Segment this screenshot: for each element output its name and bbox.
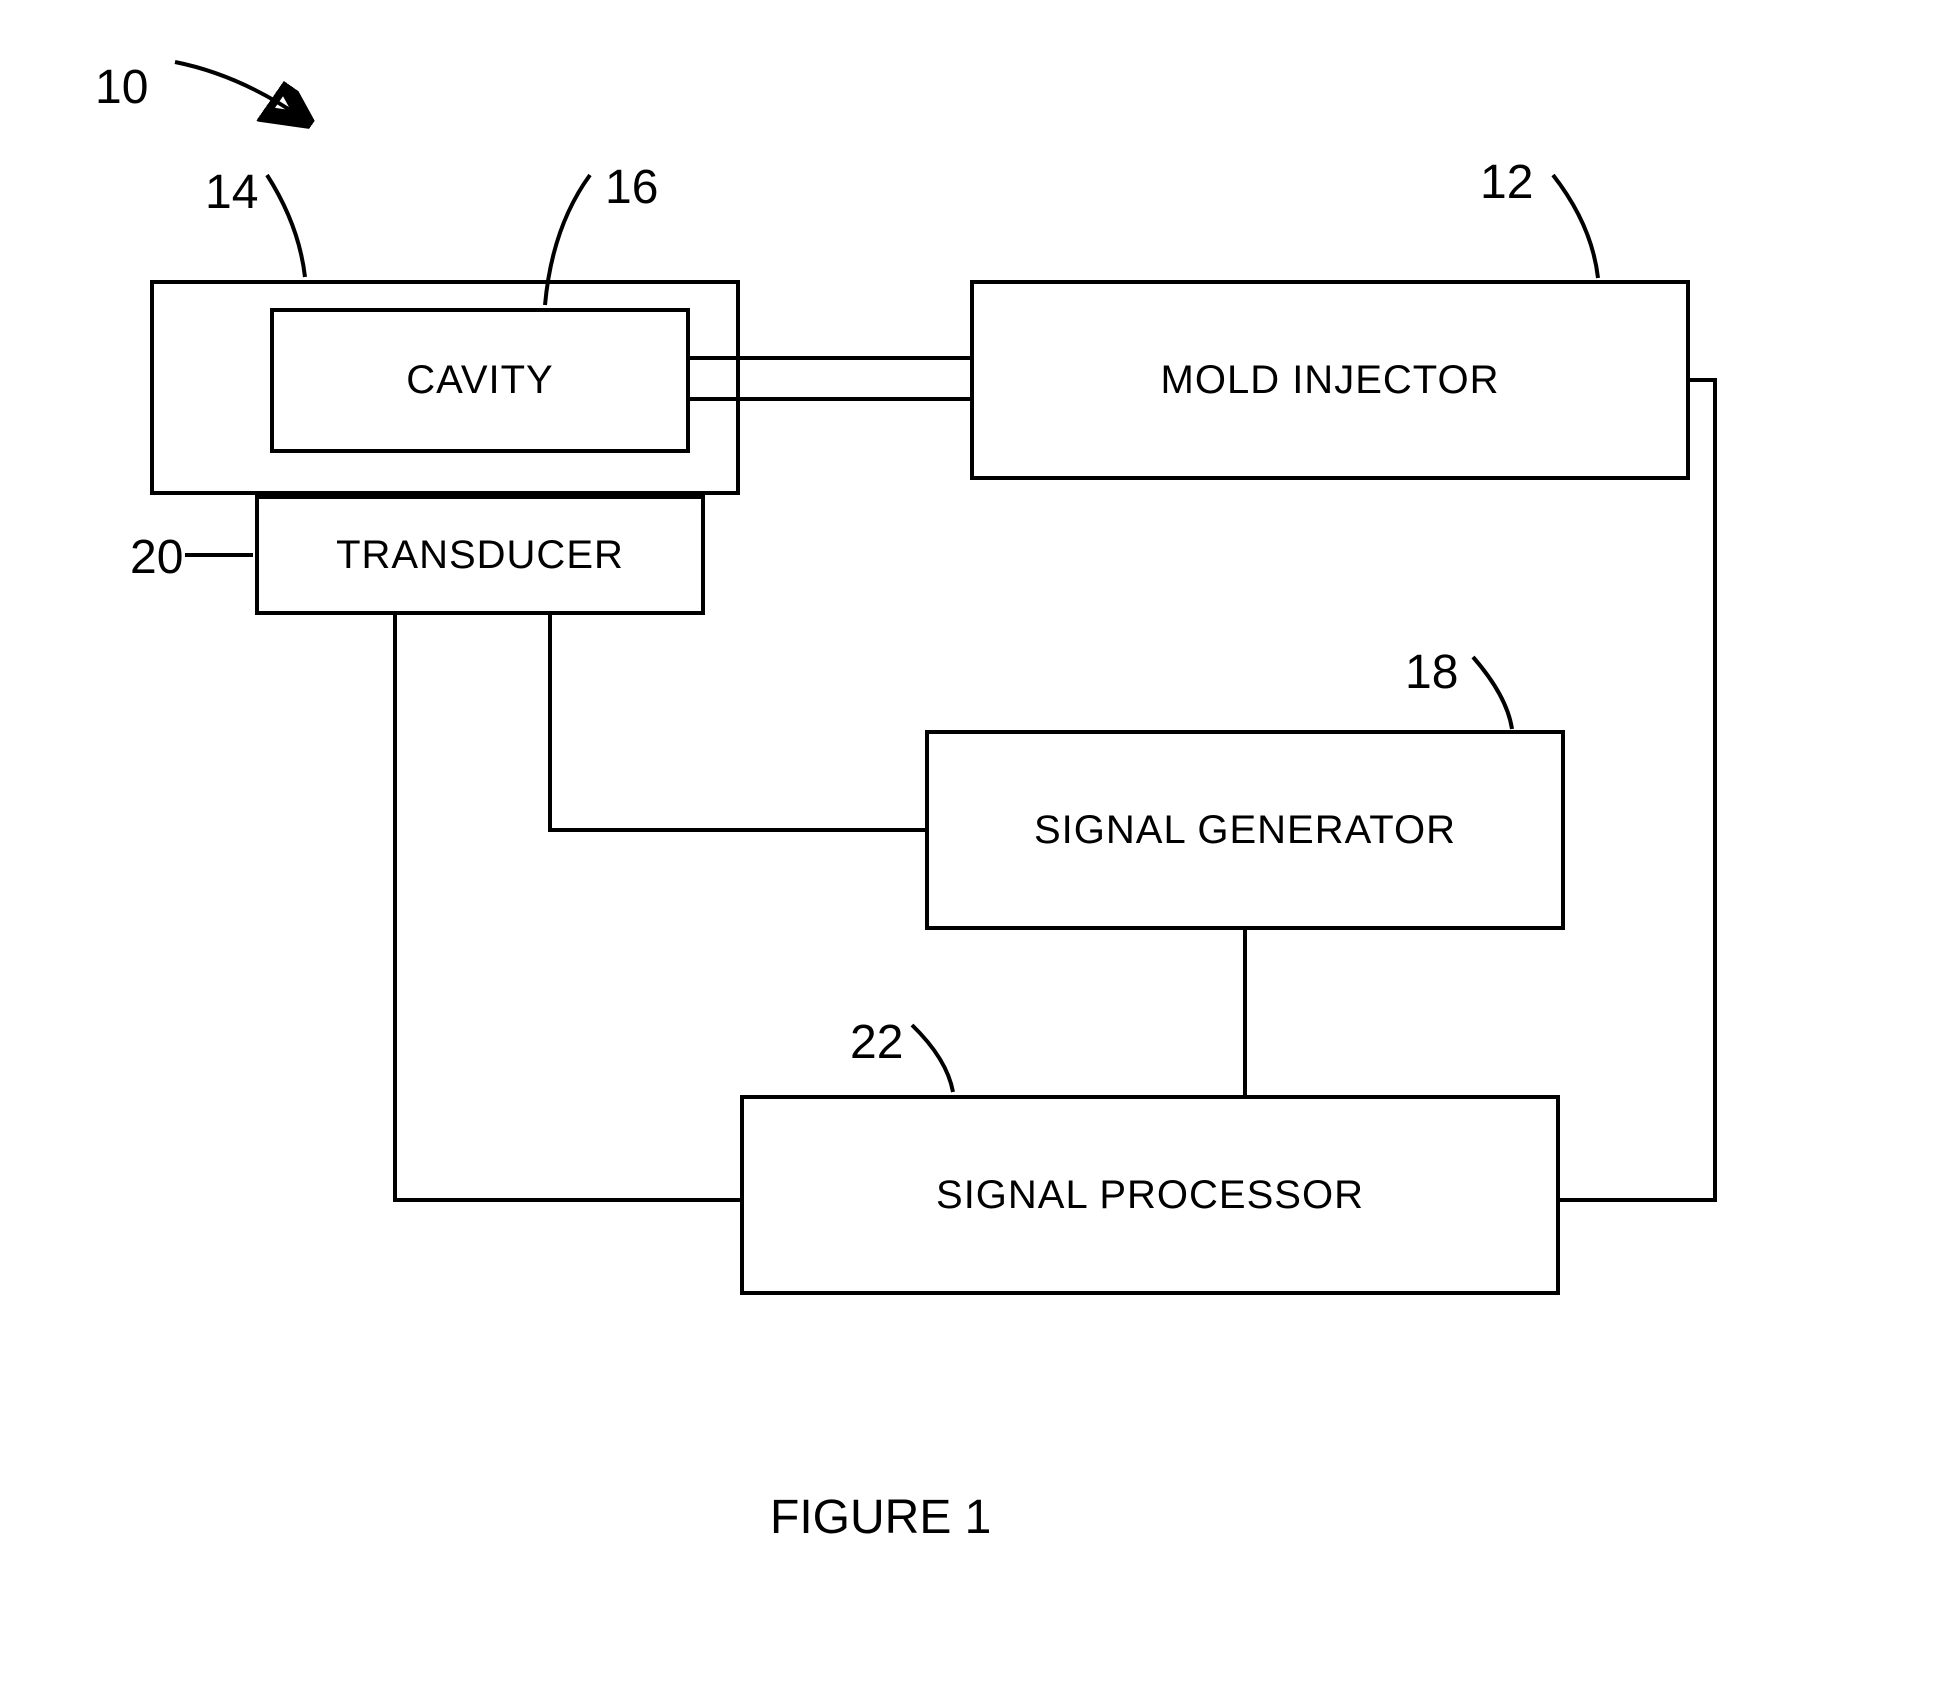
- figure-title: FIGURE 1: [770, 1490, 991, 1545]
- leader-12: [1553, 175, 1598, 278]
- leader-18: [1473, 657, 1512, 729]
- leader-14: [267, 175, 305, 277]
- mold-injector-box: MOLD INJECTOR: [970, 280, 1690, 480]
- conn-sigproc-injector: [1560, 380, 1715, 1200]
- arrow-10-leader: [175, 62, 302, 118]
- ref-14-label: 14: [205, 165, 258, 220]
- signal-processor-box: SIGNAL PROCESSOR: [740, 1095, 1560, 1295]
- ref-12-label: 12: [1480, 155, 1533, 210]
- ref-18-label: 18: [1405, 645, 1458, 700]
- diagram-container: CAVITY MOLD INJECTOR TRANSDUCER SIGNAL G…: [0, 0, 1949, 1689]
- leader-22: [912, 1025, 953, 1092]
- conn-transducer-sigproc: [395, 615, 740, 1200]
- conn-transducer-siggen: [550, 615, 925, 830]
- transducer-box: TRANSDUCER: [255, 495, 705, 615]
- ref-22-label: 22: [850, 1015, 903, 1070]
- cavity-box: CAVITY: [270, 308, 690, 453]
- ref-10-label: 10: [95, 60, 148, 115]
- ref-20-label: 20: [130, 530, 183, 585]
- signal-generator-box: SIGNAL GENERATOR: [925, 730, 1565, 930]
- ref-16-label: 16: [605, 160, 658, 215]
